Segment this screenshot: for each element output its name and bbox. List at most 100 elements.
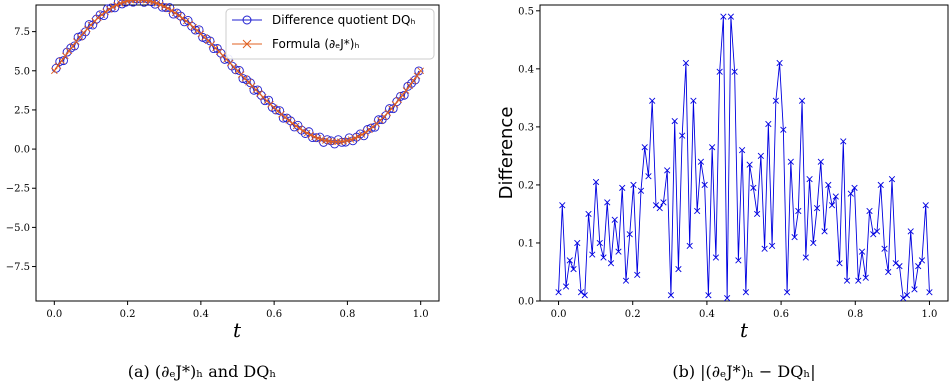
difference-marker — [570, 265, 577, 273]
dq-marker — [84, 20, 94, 29]
panel-a-legend: Difference quotient DQₕ Formula (∂ₑJ*)ₕ — [225, 8, 435, 60]
dq-marker — [179, 17, 189, 27]
dq-marker — [70, 41, 79, 51]
difference-marker — [656, 205, 663, 212]
x-tick-label: 0.0 — [551, 309, 567, 320]
difference-marker — [900, 294, 907, 302]
x-tick-label: 0.6 — [773, 309, 789, 320]
difference-marker — [607, 260, 615, 267]
difference-marker — [724, 294, 731, 302]
difference-marker — [611, 216, 618, 223]
difference-marker — [918, 257, 926, 264]
difference-marker — [768, 242, 776, 249]
formula-marker — [358, 131, 366, 138]
difference-marker — [731, 68, 738, 75]
dq-marker — [399, 90, 409, 100]
legend-marker-formula — [242, 39, 252, 49]
formula-marker — [65, 47, 73, 55]
difference-marker — [709, 144, 716, 151]
panel-a-xlabel: t — [233, 318, 242, 342]
difference-marker — [791, 234, 798, 241]
legend-label-formula: Formula (∂ₑJ*)ₕ — [272, 37, 359, 51]
formula-marker — [344, 137, 351, 144]
formula-marker — [98, 11, 106, 19]
dq-marker — [264, 95, 274, 105]
difference-marker — [566, 257, 573, 264]
difference-marker — [881, 245, 888, 252]
difference-marker — [577, 289, 585, 296]
difference-marker — [604, 199, 611, 206]
formula-marker — [314, 134, 322, 142]
dq-marker — [249, 85, 259, 95]
x-tick-label: 0.0 — [46, 309, 62, 320]
y-tick-label: 0.5 — [518, 6, 534, 17]
dq-marker — [95, 10, 105, 20]
dq-marker — [396, 91, 405, 101]
dq-marker — [370, 122, 380, 132]
panel-b-caption: (b) |(∂ₑJ*)ₕ − DQₕ| — [672, 362, 815, 381]
difference-marker — [761, 245, 768, 252]
panel-b-ylabel: Difference — [496, 107, 517, 200]
difference-marker — [634, 271, 641, 279]
dq-marker — [209, 44, 219, 54]
panel-a: 0.0 0.2 0.4 0.6 0.8 1.0 −7.5 −5.0 −2.5 0.0 2.5 5.0 7… — [6, 0, 440, 381]
difference-marker — [686, 242, 693, 249]
difference-marker — [619, 184, 626, 191]
dq-marker — [374, 115, 383, 125]
panel-b-xlabel: t — [740, 318, 749, 342]
formula-marker — [160, 3, 168, 10]
formula-marker — [105, 5, 113, 13]
formula-marker — [406, 82, 414, 90]
difference-marker — [555, 289, 562, 296]
dq-marker — [245, 78, 255, 88]
y-tick-label: 0.4 — [518, 64, 534, 75]
difference-marker — [847, 190, 854, 197]
difference-marker — [907, 228, 914, 235]
difference-marker — [637, 187, 645, 194]
formula-marker — [402, 87, 410, 94]
formula-marker — [366, 126, 373, 134]
formula-marker — [362, 128, 370, 136]
formula-marker — [413, 72, 421, 80]
difference-marker — [675, 265, 682, 273]
difference-marker — [858, 248, 866, 255]
formula-marker — [116, 0, 124, 7]
dq-marker — [414, 66, 424, 76]
y-tick-label: 5.0 — [14, 66, 30, 77]
dq-marker — [106, 3, 116, 13]
difference-marker — [559, 202, 566, 209]
dq-marker — [231, 65, 241, 75]
difference-marker — [851, 184, 858, 191]
difference-marker — [716, 68, 723, 75]
difference-marker — [922, 202, 929, 209]
y-tick-label: 0.0 — [14, 145, 30, 156]
difference-marker — [697, 158, 705, 165]
difference-marker — [862, 274, 869, 281]
formula-marker — [54, 62, 62, 70]
formula-marker — [146, 0, 153, 5]
x-tick-label: 0.2 — [625, 309, 641, 320]
legend-frame — [225, 8, 435, 60]
difference-marker — [806, 175, 813, 183]
difference-marker — [866, 207, 873, 215]
difference-marker — [888, 175, 896, 183]
formula-marker — [395, 96, 403, 104]
formula-marker — [69, 42, 76, 50]
formula-marker — [157, 1, 164, 9]
y-tick-label: 0.2 — [518, 180, 534, 191]
difference-marker — [832, 193, 839, 200]
difference-marker — [810, 239, 817, 247]
formula-marker — [182, 17, 190, 25]
difference-marker — [694, 207, 701, 215]
formula-marker — [164, 5, 172, 12]
formula-marker — [285, 117, 293, 124]
x-tick-label: 0.4 — [193, 309, 209, 320]
difference-marker — [679, 132, 686, 139]
x-tick-label: 0.8 — [339, 309, 355, 320]
formula-marker — [355, 133, 362, 140]
dq-marker — [234, 66, 244, 75]
formula-marker — [289, 120, 296, 127]
formula-marker — [58, 57, 65, 65]
y-tick-label: −7.5 — [6, 262, 30, 273]
